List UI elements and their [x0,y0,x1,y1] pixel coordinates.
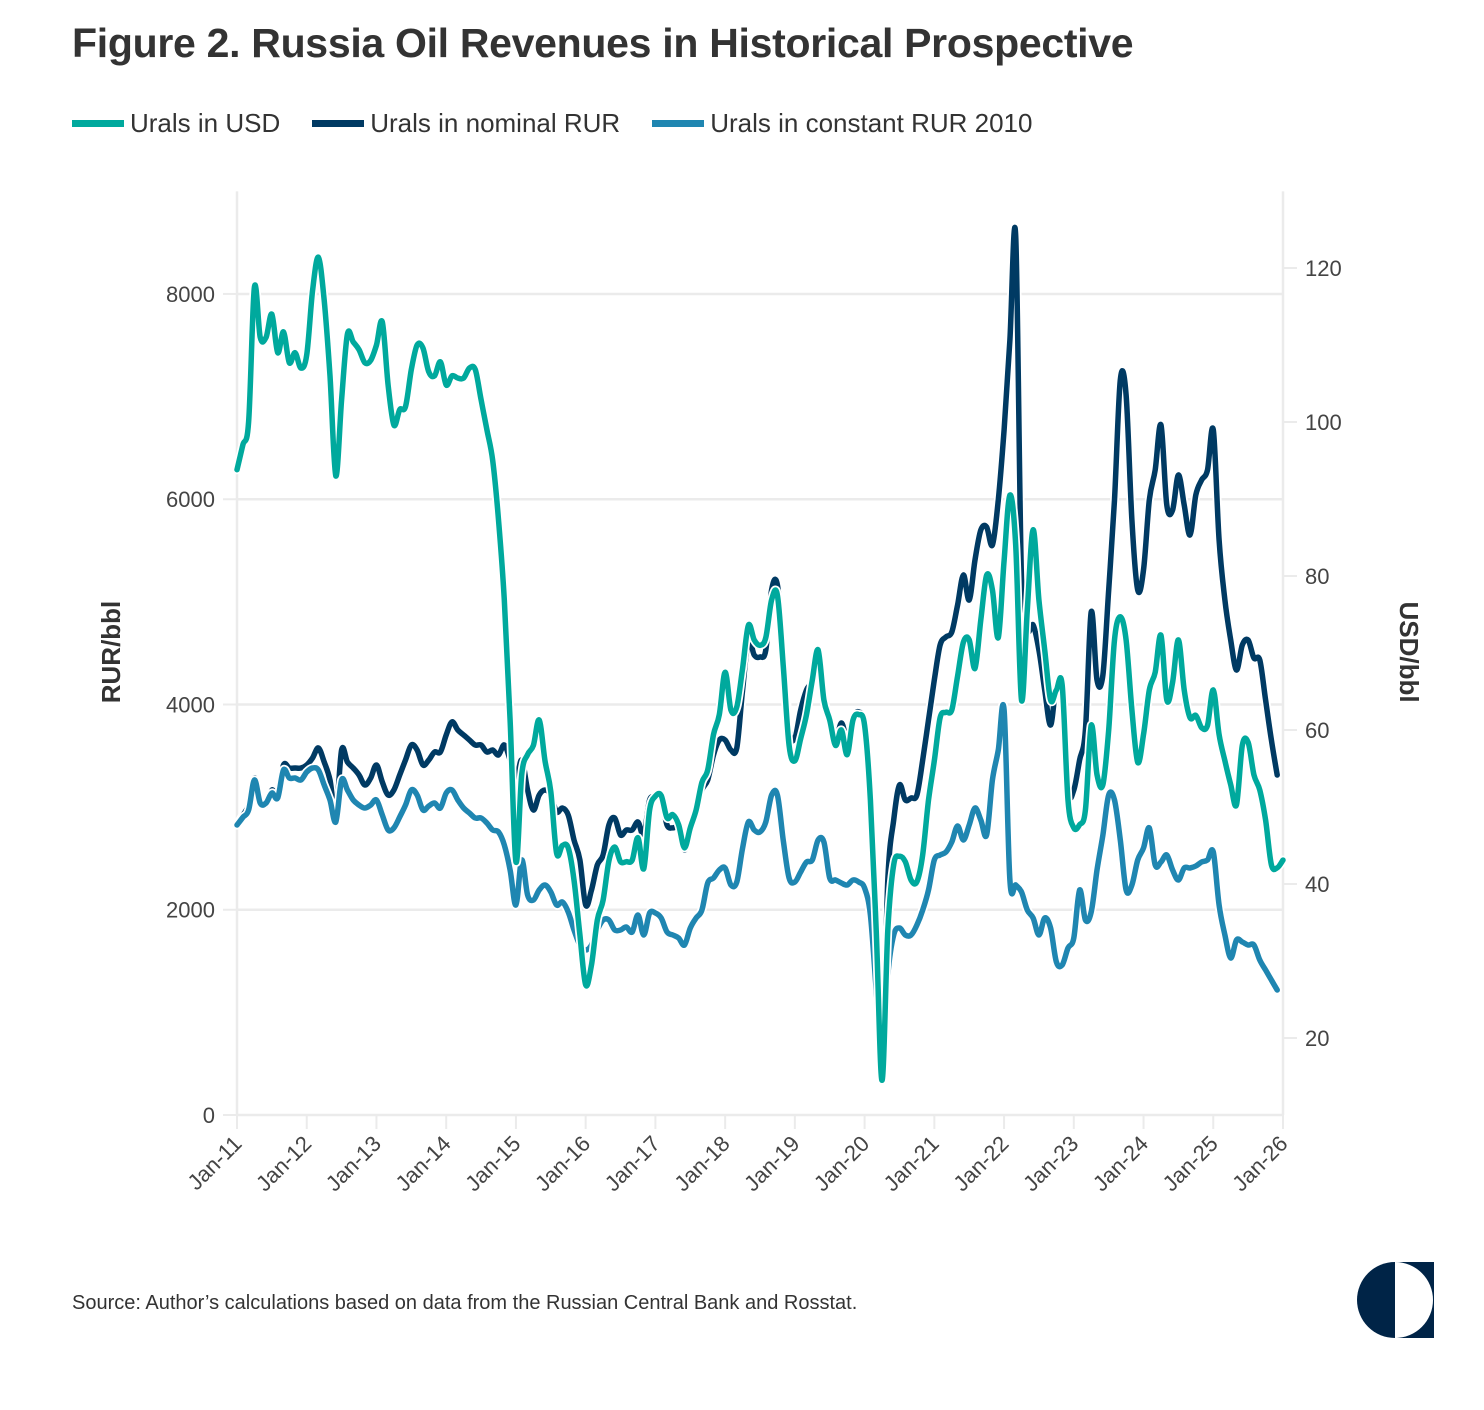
logo-right-frame [1395,1262,1434,1338]
series-line-urals-in-constant-rur-2010 [234,702,1280,1068]
x-tick-label: Jan-20 [809,1131,874,1196]
x-tick-label: Jan-14 [390,1131,455,1196]
legend-swatch-usd [72,120,124,127]
series-lines [232,222,1288,1085]
legend-label-constant-rur: Urals in constant RUR 2010 [710,108,1033,138]
y-tick-label-left: 8000 [166,282,215,307]
x-tick-label: Jan-11 [182,1131,246,1195]
legend-item-constant-rur: Urals in constant RUR 2010 [652,108,1032,139]
y-axis-title-right: USD/bbl [1394,601,1424,702]
x-tick-label: Jan-13 [321,1131,386,1196]
x-tick-label: Jan-16 [530,1131,595,1196]
x-tick-label: Jan-26 [1227,1131,1292,1196]
y-tick-label-right: 120 [1305,256,1342,281]
y-axis-title-left: RUR/bbl [96,601,126,704]
y-tick-label-left: 6000 [166,487,215,512]
x-tick-label: Jan-24 [1088,1131,1153,1196]
legend-swatch-nominal-rur [312,120,365,127]
half-circle-logo-icon [1357,1262,1434,1338]
x-tick-label: Jan-21 [879,1131,944,1196]
y-tick-label-right: 60 [1305,718,1329,743]
x-tick-label: Jan-23 [1018,1131,1083,1196]
chart-title: Figure 2. Russia Oil Revenues in Histori… [72,20,1134,66]
y-tick-label-right: 40 [1305,872,1329,897]
gridlines [237,292,1283,1117]
axes [223,191,1297,1129]
x-tick-label: Jan-15 [460,1131,525,1196]
x-tick-label: Jan-25 [1158,1131,1223,1196]
legend-label-nominal-rur: Urals in nominal RUR [370,108,621,138]
y-tick-label-right: 100 [1305,410,1342,435]
chart-legend: Urals in USD Urals in nominal RUR Urals … [72,108,1064,139]
series-line-urals-in-nominal-rur [234,224,1280,1074]
logo-left-half [1357,1262,1395,1338]
y-tick-label-right: 20 [1305,1026,1329,1051]
legend-item-nominal-rur: Urals in nominal RUR [312,108,620,139]
x-tick-label: Jan-18 [669,1131,734,1196]
legend-swatch-constant-rur [652,120,705,127]
x-tick-label: Jan-12 [251,1131,316,1196]
source-note: Source: Author’s calculations based on d… [72,1292,858,1314]
legend-item-usd: Urals in USD [72,108,280,139]
x-tick-label: Jan-19 [739,1131,804,1196]
y-tick-label-left: 4000 [166,692,215,717]
x-tick-label: Jan-17 [600,1131,665,1196]
y-tick-label-right: 80 [1305,564,1329,589]
series-halo-urals-in-constant-rur-2010 [232,700,1282,1070]
y-tick-label-left: 0 [203,1103,215,1128]
legend-label-usd: Urals in USD [130,108,281,138]
x-tick-label: Jan-22 [948,1131,1013,1196]
y-tick-label-left: 2000 [166,898,215,923]
series-line-urals-in-usd [234,254,1286,1084]
